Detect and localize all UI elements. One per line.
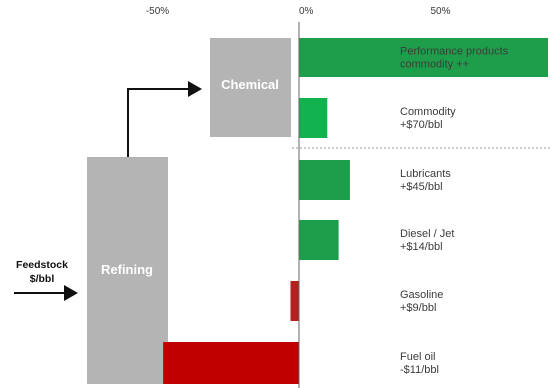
chemical-label: Chemical	[221, 77, 279, 92]
category-label: +$14/bbl	[400, 241, 443, 253]
category-label: Performance products	[400, 46, 509, 58]
x-tick-label: 0%	[299, 6, 314, 17]
bar	[290, 281, 299, 321]
bar	[299, 160, 350, 200]
chemical-block	[210, 38, 291, 137]
x-tick-label: -50%	[146, 6, 169, 17]
bar	[299, 220, 339, 260]
x-tick-label: 50%	[430, 6, 450, 17]
refining-to-chemical-arrow	[127, 81, 202, 157]
x-axis-ticks: -50% 0% 50%	[146, 6, 451, 17]
category-label: +$9/bbl	[400, 302, 436, 314]
category-label: +$70/bbl	[400, 119, 443, 131]
feedstock-unit: $/bbl	[30, 273, 55, 285]
refining-label: Refining	[101, 262, 153, 277]
category-label: Gasoline	[400, 289, 443, 301]
category-label: Fuel oil	[400, 351, 435, 363]
category-label: Commodity	[400, 106, 456, 118]
category-label: Lubricants	[400, 168, 451, 180]
category-label: Diesel / Jet	[400, 228, 454, 240]
category-label: +$45/bbl	[400, 181, 443, 193]
bar	[299, 38, 549, 77]
bar	[299, 98, 328, 138]
feedstock-label: Feedstock	[16, 259, 68, 271]
bar	[163, 342, 299, 384]
category-label: -$11/bbl	[400, 364, 439, 376]
category-label: commodity ++	[400, 59, 469, 71]
bars	[163, 38, 549, 384]
refining-block	[87, 157, 168, 384]
